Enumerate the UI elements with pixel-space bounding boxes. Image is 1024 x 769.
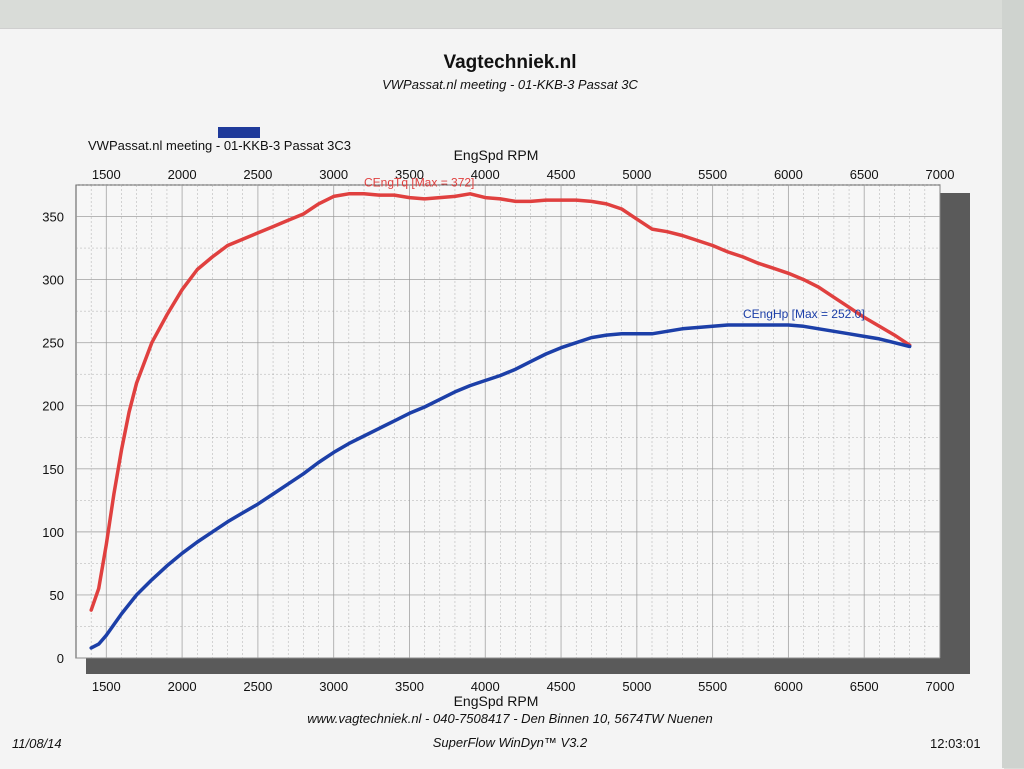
x-tick-label-top: 6500 <box>850 167 879 182</box>
y-tick-label: 100 <box>42 525 64 540</box>
series-label-cengtq: CEngTq [Max = 372] <box>364 176 474 190</box>
sheet-edge <box>1002 0 1024 768</box>
footer-contact: www.vagtechniek.nl - 040-7508417 - Den B… <box>307 711 713 726</box>
chart-title: Vagtechniek.nl <box>443 52 577 73</box>
print-date: 11/08/14 <box>12 736 62 751</box>
x-tick-label: 6000 <box>774 679 803 694</box>
x-tick-label: 1500 <box>92 679 121 694</box>
x-tick-label-top: 4000 <box>471 167 500 182</box>
x-tick-label-top: 7000 <box>926 167 955 182</box>
x-tick-label-top: 2500 <box>243 167 272 182</box>
series-line-cenghp <box>89 323 912 650</box>
x-tick-label-top: 5000 <box>622 167 651 182</box>
x-tick-label: 3000 <box>319 679 348 694</box>
legend-swatch <box>218 127 260 138</box>
x-tick-label-top: 3500 <box>395 167 424 182</box>
y-tick-label: 50 <box>50 588 64 603</box>
x-tick-label: 4000 <box>471 679 500 694</box>
x-tick-label: 6500 <box>850 679 879 694</box>
series-group: CEngTq [Max = 372] CEngHp [Max = 252.0] <box>89 176 912 650</box>
x-tick-label-top: 3000 <box>319 167 348 182</box>
y-tick-label: 0 <box>57 651 64 666</box>
x-tick-label: 3500 <box>395 679 424 694</box>
x-tick-label-top: 6000 <box>774 167 803 182</box>
x-tick-label: 2500 <box>243 679 272 694</box>
y-tick-label: 350 <box>42 210 64 225</box>
x-ticks-bottom: 1500 2000 2500 3000 3500 4000 4500 5000 5500 6000… <box>92 679 955 694</box>
print-time: 12:03:01 <box>930 736 981 751</box>
chart-subtitle: VWPassat.nl meeting - 01-KKB-3 Passat 3C <box>382 77 638 92</box>
y-tick-label: 250 <box>42 336 64 351</box>
legend-text: VWPassat.nl meeting - 01-KKB-3 Passat 3C… <box>88 138 352 153</box>
plot-area <box>75 184 941 659</box>
x-tick-label-top: 2000 <box>168 167 197 182</box>
x-tick-label-top: 1500 <box>92 167 121 182</box>
x-tick-label: 4500 <box>547 679 576 694</box>
x-tick-label: 2000 <box>168 679 197 694</box>
y-tick-label: 150 <box>42 462 64 477</box>
x-ticks-top: 1500 2000 2500 3000 3500 4000 4500 5000 5500 6000… <box>92 167 955 182</box>
x-tick-label-top: 5500 <box>698 167 727 182</box>
x-tick-label: 5000 <box>622 679 651 694</box>
y-tick-label: 300 <box>42 273 64 288</box>
y-tick-label: 200 <box>42 399 64 414</box>
y-ticks: 0 50 100 150 200 250 300 350 <box>42 210 64 666</box>
x-axis-title: EngSpd RPM <box>454 693 539 709</box>
series-label-cenghp: CEngHp [Max = 252.0] <box>743 307 865 321</box>
x-axis-title-top: EngSpd RPM <box>454 147 539 163</box>
x-tick-label: 5500 <box>698 679 727 694</box>
x-tick-label: 7000 <box>926 679 955 694</box>
x-tick-label-top: 4500 <box>547 167 576 182</box>
series-line-cengtq <box>89 192 912 612</box>
footer-software: SuperFlow WinDyn™ V3.2 <box>432 735 588 750</box>
